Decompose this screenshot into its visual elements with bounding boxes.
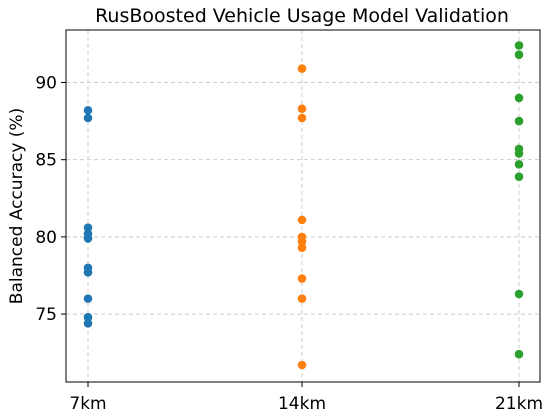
data-point-14km: [297, 237, 307, 246]
data-point-21km: [514, 93, 524, 103]
data-point-7km: [83, 234, 93, 243]
chart-title: RusBoosted Vehicle Usage Model Validatio…: [95, 5, 509, 27]
data-point-14km: [297, 243, 307, 252]
data-point-14km: [297, 274, 307, 283]
y-tick-label: 75: [35, 305, 57, 325]
data-point-7km: [83, 223, 93, 232]
data-point-14km: [297, 294, 307, 303]
plot-frame: [65, 29, 541, 383]
data-point-21km: [514, 349, 524, 359]
data-point-21km: [514, 160, 524, 169]
data-point-14km: [297, 104, 307, 114]
data-points: [83, 41, 524, 370]
y-tick-label: 90: [35, 73, 57, 93]
data-point-21km: [514, 41, 524, 50]
data-point-14km: [297, 360, 307, 370]
data-point-14km: [297, 215, 307, 225]
y-tick-label: 85: [35, 151, 57, 171]
axis-ticks: 75 80 85 90 7km 14km 21km: [35, 73, 543, 414]
data-point-21km: [514, 149, 524, 158]
data-point-7km: [83, 294, 93, 303]
data-point-7km: [83, 312, 93, 322]
y-axis-label: Balanced Accuracy (%): [7, 108, 27, 304]
x-tick-label: 14km: [278, 394, 326, 414]
data-point-21km: [514, 172, 524, 181]
x-tick-label: 21km: [495, 394, 543, 414]
data-point-21km: [514, 289, 524, 299]
data-point-21km: [514, 116, 524, 126]
grid-lines: [66, 30, 540, 382]
data-point-7km: [83, 268, 93, 277]
y-tick-label: 80: [35, 228, 57, 248]
data-point-14km: [297, 64, 307, 73]
data-point-21km: [514, 50, 524, 60]
data-point-7km: [83, 319, 93, 328]
data-point-14km: [297, 113, 307, 123]
x-tick-label: 7km: [69, 394, 106, 414]
data-point-7km: [83, 113, 93, 123]
data-point-7km: [83, 105, 93, 115]
